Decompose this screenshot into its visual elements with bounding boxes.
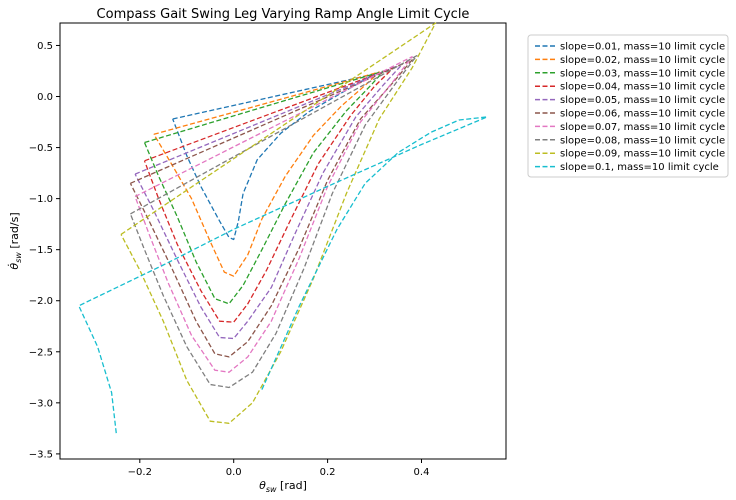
legend-box	[527, 34, 729, 178]
x-tick-label: −0.2	[128, 467, 152, 478]
legend-label: slope=0.01, mass=10 limit cycle	[560, 42, 725, 53]
y-axis: 0.5 0.0 −0.5 −1.0 −1.5 −2.0 −2.5 −3.0 −3.5	[29, 41, 60, 460]
x-tick-label: 0.2	[320, 467, 336, 478]
y-axis-label: θ̇sw [rad/s]	[7, 212, 23, 269]
y-tick-label: −0.5	[29, 143, 53, 154]
y-tick-label: −2.0	[29, 296, 53, 307]
legend-label: slope=0.08, mass=10 limit cycle	[560, 135, 725, 146]
series-line-2	[153, 71, 380, 277]
x-axis-label-symbol: θ	[259, 479, 266, 492]
legend-label: slope=0.02, mass=10 limit cycle	[560, 55, 725, 66]
y-tick-label: −1.0	[29, 194, 53, 205]
series-layer	[78, 22, 488, 434]
legend-label: slope=0.07, mass=10 limit cycle	[560, 122, 725, 133]
series-line-6	[129, 59, 413, 358]
legend-label: slope=0.05, mass=10 limit cycle	[560, 95, 725, 106]
plot-area	[59, 22, 507, 460]
y-tick-label: 0.0	[37, 92, 53, 103]
y-tick-label: −2.5	[29, 347, 53, 358]
series-line-5	[134, 63, 404, 340]
y-axis-label-unit: [rad/s]	[8, 212, 21, 252]
legend-label: slope=0.06, mass=10 limit cycle	[560, 109, 725, 120]
legend-label: slope=0.09, mass=10 limit cycle	[560, 149, 725, 160]
x-axis-label-unit: [rad]	[277, 479, 307, 492]
series-line-8	[129, 55, 418, 389]
chart-title: Compass Gait Swing Leg Varying Ramp Angl…	[97, 7, 470, 22]
y-tick-label: −1.5	[29, 245, 53, 256]
series-line-7	[134, 56, 413, 373]
y-tick-label: −3.5	[29, 449, 53, 460]
y-tick-label: −3.0	[29, 398, 53, 409]
x-tick-label: 0.4	[414, 467, 430, 478]
legend: slope=0.01, mass=10 limit cycle slope=0.0…	[527, 34, 729, 178]
y-axis-label-symbol: θ̇	[7, 263, 21, 270]
x-axis-label: θsw [rad]	[259, 479, 307, 494]
y-axis-label-subscript: sw	[14, 252, 23, 263]
x-axis: −0.2 0.0 0.2 0.4	[128, 459, 430, 478]
legend-label: slope=0.04, mass=10 limit cycle	[560, 82, 725, 93]
x-tick-label: 0.0	[226, 467, 242, 478]
x-axis-label-subscript: sw	[266, 485, 277, 494]
series-line-4	[143, 67, 394, 323]
series-line-9	[120, 22, 437, 424]
series-line-3	[143, 70, 385, 305]
legend-label: slope=0.1, mass=10 limit cycle	[560, 162, 719, 173]
series-line-10	[78, 116, 488, 434]
legend-label: slope=0.03, mass=10 limit cycle	[560, 68, 725, 79]
y-tick-label: 0.5	[37, 41, 53, 52]
